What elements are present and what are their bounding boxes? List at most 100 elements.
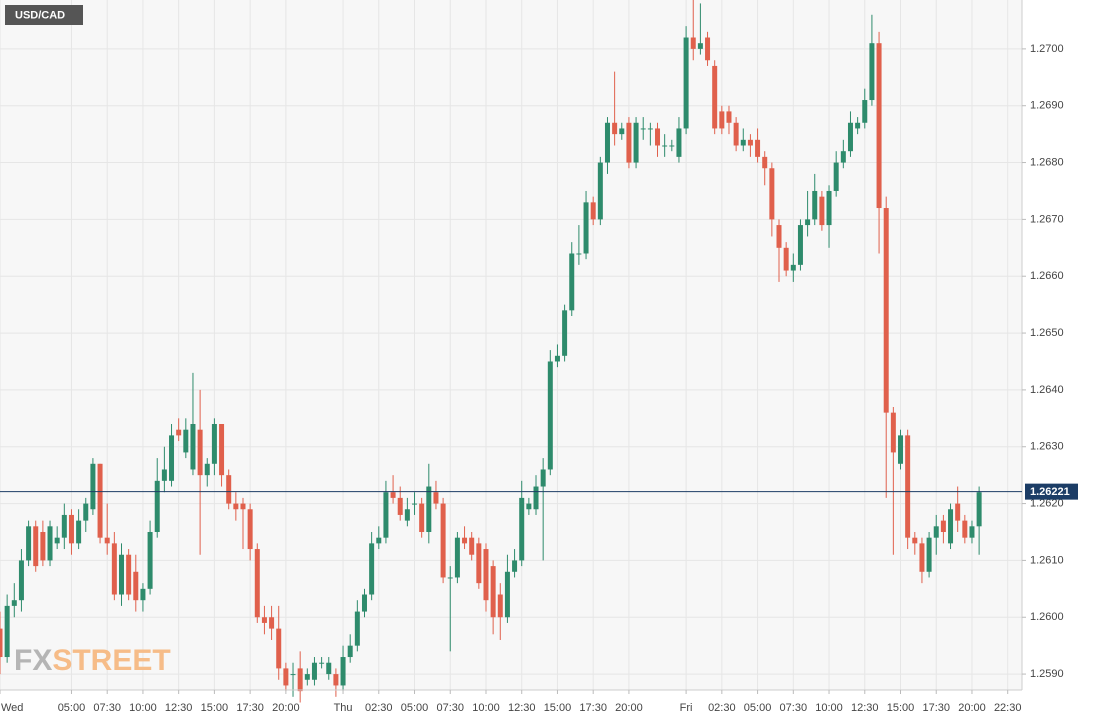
watermark: FXSTREET <box>14 644 171 677</box>
candle-body <box>447 577 453 579</box>
candle-body <box>740 139 746 146</box>
x-tick-label: 12:30 <box>165 702 193 714</box>
candle-body <box>219 424 225 476</box>
candle-body <box>454 537 460 578</box>
candle-body <box>340 657 346 686</box>
candle-body <box>376 537 382 544</box>
y-tick-label: 1.2700 <box>1030 43 1064 55</box>
candle-body <box>419 503 425 532</box>
candle-body <box>26 526 32 561</box>
title-badge <box>5 5 83 25</box>
x-tick-label: 17:30 <box>236 702 264 714</box>
candle-body <box>769 168 775 220</box>
candle-body <box>640 128 646 130</box>
candle-body <box>898 435 904 464</box>
candle-body <box>755 139 761 157</box>
candle-body <box>948 509 954 544</box>
chart-title: USD/CAD <box>15 9 65 21</box>
candle-body <box>733 122 739 146</box>
candle-body <box>111 543 117 595</box>
x-tick-label: Thu <box>334 702 353 714</box>
candle-body <box>18 560 24 601</box>
x-tick-label: 15:00 <box>201 702 229 714</box>
candle-body <box>261 617 267 623</box>
candle-body <box>347 645 353 658</box>
x-tick-label: 05:00 <box>744 702 772 714</box>
y-tick-label: 1.2680 <box>1030 156 1064 168</box>
candle-body <box>890 412 896 453</box>
x-tick-label: 07:30 <box>436 702 464 714</box>
candle-body <box>304 674 310 680</box>
candle-body <box>469 537 475 555</box>
candle-body <box>333 674 339 686</box>
candle-body <box>369 543 375 595</box>
x-tick-label: 05:00 <box>401 702 429 714</box>
x-tick-label: Fri <box>680 702 693 714</box>
candle-body <box>633 122 639 163</box>
x-tick-label: 20:00 <box>272 702 300 714</box>
candle-body <box>354 611 360 646</box>
y-tick-label: 1.2620 <box>1030 497 1064 509</box>
candle-body <box>519 497 525 561</box>
candle-body <box>319 662 325 664</box>
candle-body <box>361 594 367 612</box>
watermark-fx: FXSTREET <box>14 644 171 677</box>
x-tick-label: 20:00 <box>958 702 986 714</box>
x-tick-label: 12:30 <box>508 702 536 714</box>
x-tick-label: 02:30 <box>708 702 736 714</box>
candle-body <box>54 537 60 544</box>
candle-body <box>133 571 139 601</box>
candle-body <box>833 162 839 191</box>
candle-body <box>569 253 575 311</box>
candle-body <box>562 310 568 356</box>
candle-body <box>68 514 74 544</box>
candle-body <box>61 514 67 538</box>
y-tick-label: 1.2640 <box>1030 384 1064 396</box>
candle-body <box>297 668 303 692</box>
candle-body <box>269 617 275 629</box>
candle-body <box>83 503 89 521</box>
x-tick-label: 17:30 <box>922 702 950 714</box>
candle-body <box>276 628 282 669</box>
candle-body <box>805 219 811 226</box>
candle-body <box>240 503 246 510</box>
candle-body <box>176 429 182 436</box>
candle-body <box>547 361 553 470</box>
candle-body <box>819 196 825 226</box>
candle-body <box>969 526 975 538</box>
watermark-street-text: STREET <box>52 644 170 677</box>
y-tick-label: 1.2650 <box>1030 327 1064 339</box>
candle-body <box>140 588 146 601</box>
candle-body <box>762 156 768 169</box>
candle-body <box>976 492 982 527</box>
candle-body <box>311 662 317 680</box>
candle-body <box>719 111 725 129</box>
candle-body <box>783 247 789 271</box>
candle-body <box>190 424 196 470</box>
candle-body <box>233 503 239 510</box>
candle-body <box>533 486 539 510</box>
candles <box>0 0 982 703</box>
candle-body <box>826 190 832 226</box>
candle-body <box>840 151 846 163</box>
candle-body <box>590 202 596 220</box>
candle-body <box>169 435 175 481</box>
candle-body <box>47 526 53 561</box>
candle-body <box>147 531 153 589</box>
candle-body <box>926 537 932 572</box>
plot-area <box>0 0 1022 690</box>
candle-body <box>433 492 439 504</box>
candle-body <box>812 190 818 220</box>
candle-body <box>619 128 625 135</box>
candle-body <box>90 463 96 510</box>
candle-body <box>797 225 803 265</box>
candle-body <box>655 128 661 146</box>
candle-body <box>383 492 389 538</box>
x-tick-label: 10:00 <box>129 702 157 714</box>
candle-body <box>683 37 689 129</box>
candle-body <box>554 355 560 362</box>
candle-body <box>604 122 610 163</box>
x-tick-label: 07:30 <box>93 702 121 714</box>
candle-body <box>412 503 418 505</box>
candle-body <box>476 543 482 584</box>
